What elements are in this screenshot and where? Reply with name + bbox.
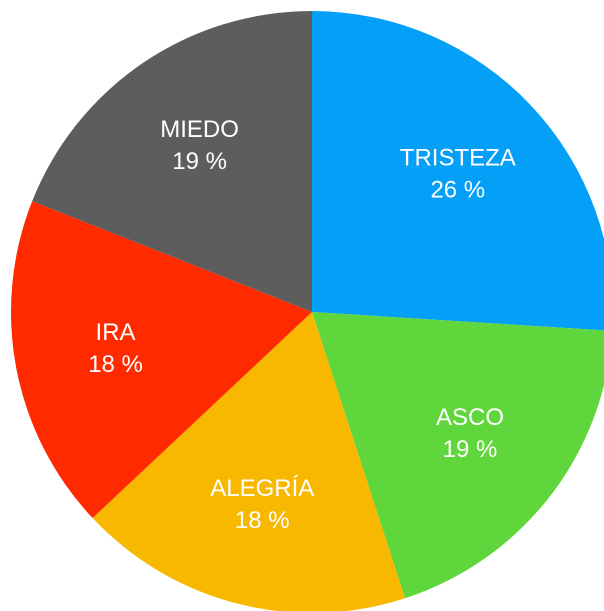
pie-slice — [32, 11, 313, 312]
slice-value-label: 19 % — [443, 436, 498, 463]
slice-value-label: 18 % — [88, 351, 143, 378]
slice-label: ASCO — [436, 404, 504, 431]
pie-slice — [312, 11, 604, 331]
slice-label: TRISTEZA — [400, 144, 516, 171]
slice-label: ALEGRÍA — [210, 475, 314, 502]
pie-slice — [92, 312, 406, 611]
slice-value-label: 26 % — [430, 176, 485, 203]
slice-label: IRA — [96, 319, 136, 346]
slice-label: MIEDO — [160, 116, 239, 143]
pie-slice — [312, 312, 604, 599]
pie-slice — [11, 201, 313, 519]
slice-value-label: 19 % — [172, 148, 227, 175]
slice-value-label: 18 % — [235, 507, 290, 534]
